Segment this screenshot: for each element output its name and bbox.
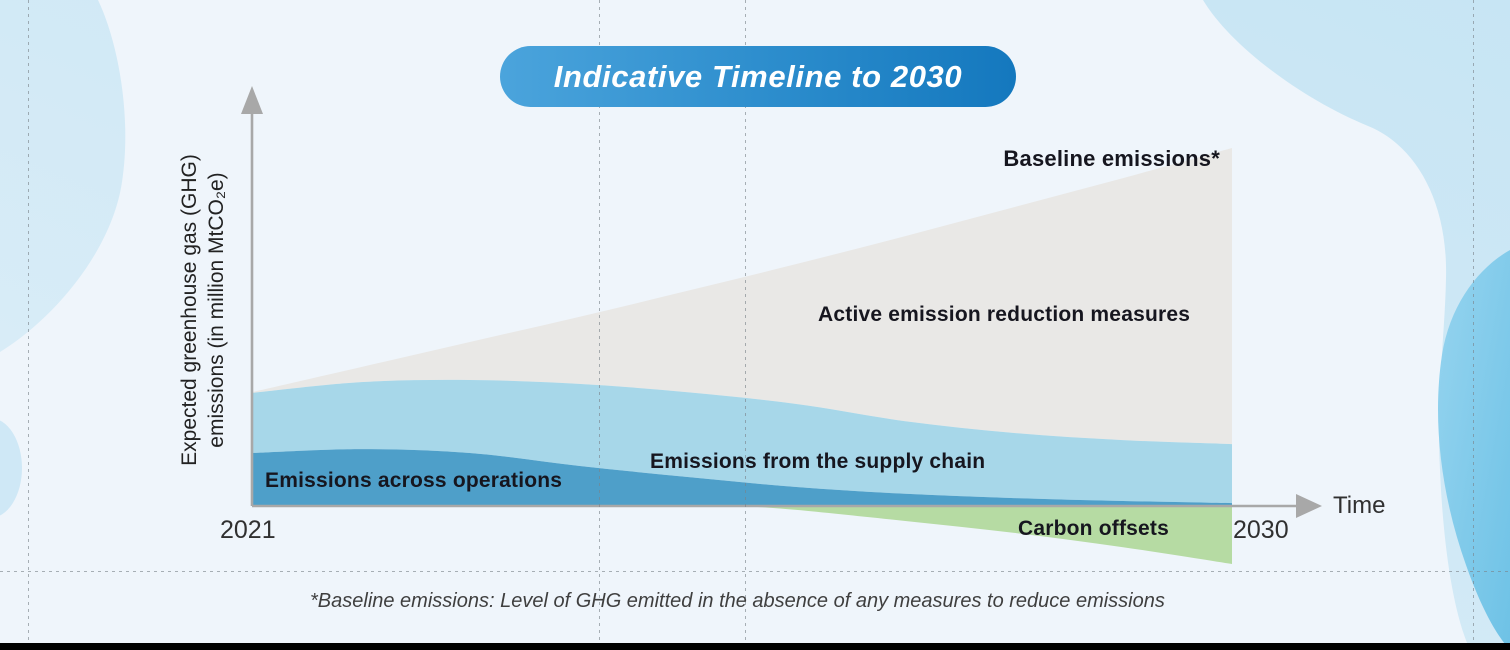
area-label-operations: Emissions across operations [265, 469, 563, 492]
x-tick-2021: 2021 [220, 516, 276, 544]
footnote: *Baseline emissions: Level of GHG emitte… [310, 590, 1165, 612]
area-carbon-offsets [742, 506, 1232, 564]
area-supply-chain-emissions [252, 379, 1232, 504]
y-axis-label: Expected greenhouse gas (GHG) emissions … [176, 154, 230, 466]
area-label-carbon-offsets: Carbon offsets [1018, 517, 1169, 540]
x-axis-arrowhead [1296, 494, 1322, 518]
bottom-black-bar [0, 643, 1510, 650]
title-pill: Indicative Timeline to 2030 [500, 46, 1016, 107]
area-label-active-reduction: Active emission reduction measures [818, 303, 1191, 326]
y-axis-arrowhead [241, 86, 263, 114]
y-axis-label-line2: emissions (in million MtCO₂e) [205, 172, 228, 448]
y-axis-label-line1: Expected greenhouse gas (GHG) [178, 154, 201, 466]
area-baseline-emissions [252, 148, 1232, 445]
dashed-guide-vertical [28, 0, 29, 643]
dashed-guide-horizontal [0, 571, 1510, 572]
dashed-guide-vertical [745, 0, 746, 643]
dashed-guide-vertical [599, 0, 600, 643]
background-left-bump [0, 420, 22, 516]
dashed-guide-vertical [1473, 0, 1474, 643]
area-operations-emissions [252, 449, 1232, 506]
area-label-supply-chain: Emissions from the supply chain [650, 450, 986, 473]
area-label-baseline-emissions: Baseline emissions* [1003, 146, 1220, 171]
x-tick-2030: 2030 [1233, 516, 1289, 544]
chart-title: Indicative Timeline to 2030 [553, 58, 963, 94]
x-axis-title: Time [1333, 492, 1386, 519]
